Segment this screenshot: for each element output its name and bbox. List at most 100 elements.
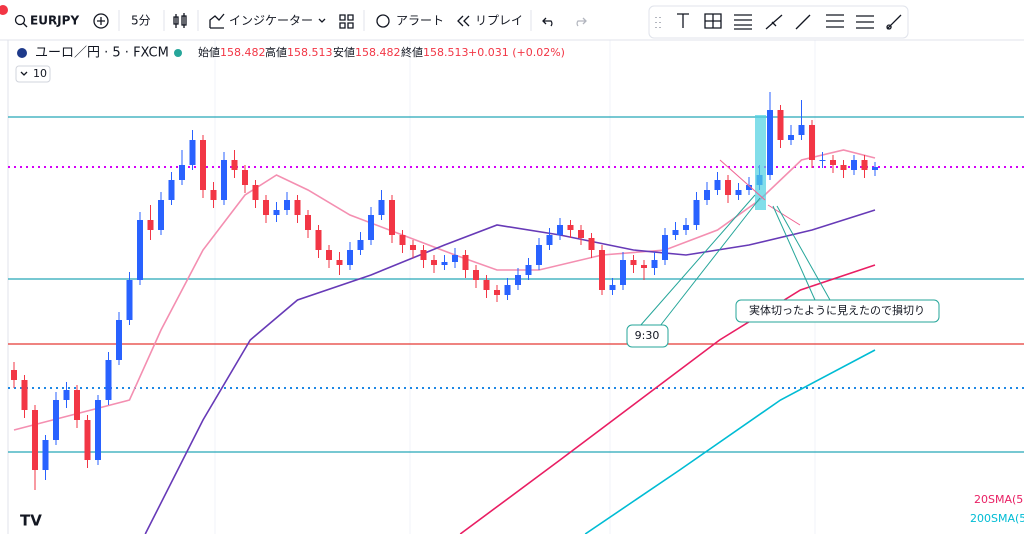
candle-body: [452, 255, 458, 262]
symbol-logo: [17, 48, 27, 58]
candle-body: [830, 160, 836, 165]
candle-body: [567, 225, 574, 230]
add-symbol[interactable]: [93, 13, 109, 29]
levels-tool[interactable]: [856, 15, 874, 29]
redo[interactable]: [576, 17, 587, 27]
candle-body: [252, 185, 259, 200]
candle-body: [651, 260, 658, 268]
candle-body: [861, 160, 868, 170]
candle-body: [347, 250, 353, 265]
chevron: [20, 71, 28, 76]
highlight: [755, 115, 766, 210]
undo[interactable]: [542, 17, 553, 27]
text-tool[interactable]: [677, 13, 689, 28]
candle-body: [368, 215, 374, 240]
indicator-toggle[interactable]: [15, 65, 51, 83]
open-value: 158.482: [220, 46, 266, 59]
candle-body: [725, 180, 731, 195]
fib-tool[interactable]: [734, 14, 752, 30]
candle-body: [95, 400, 101, 460]
plot: [8, 92, 1024, 534]
candle-body: [410, 245, 416, 250]
low-value: 158.482: [355, 46, 401, 59]
symbol-button[interactable]: EURJPY: [30, 14, 79, 28]
close-value: 158.513: [423, 46, 469, 59]
layout-icon[interactable]: [339, 14, 354, 29]
candle-body: [221, 160, 227, 200]
candle-body: [557, 225, 563, 235]
candle-body: [462, 255, 469, 270]
chart-type[interactable]: [173, 13, 187, 28]
candle-body: [683, 225, 689, 230]
candle-body: [840, 165, 847, 170]
indicator-icon[interactable]: [209, 13, 225, 29]
candle-body: [42, 440, 49, 470]
annotation: 9:30: [635, 329, 660, 342]
candle-body: [305, 215, 311, 230]
interval-button[interactable]: 5分: [131, 14, 151, 28]
tv-logo: TV: [20, 512, 42, 530]
callout-pointer: [772, 205, 831, 301]
indicator-count: 10: [33, 67, 47, 80]
candle-body: [21, 380, 28, 410]
candle-body: [378, 200, 385, 215]
change: +0.031 (+0.02%): [468, 46, 565, 59]
candle-body: [798, 125, 805, 135]
channel-tool[interactable]: [826, 14, 844, 28]
candle-body: [431, 260, 437, 265]
candle-body: [126, 280, 133, 320]
candle-body: [788, 135, 794, 140]
candle-body: [609, 285, 616, 290]
indicators-button[interactable]: インジケーター: [229, 14, 313, 28]
candle-body: [704, 190, 710, 200]
candle-body: [53, 400, 59, 440]
grid-tool[interactable]: [704, 13, 722, 29]
candle-body: [116, 320, 122, 360]
replay-icon[interactable]: [457, 15, 470, 27]
candle-body: [735, 190, 742, 195]
candle-body: [525, 265, 532, 275]
ruler-tool[interactable]: [765, 14, 783, 30]
candle-body: [473, 270, 479, 280]
candle-body: [326, 250, 332, 260]
candle-body: [189, 140, 196, 165]
high-label: 高値: [265, 45, 287, 59]
search-icon[interactable]: [14, 14, 26, 26]
candle-body: [767, 110, 773, 175]
replay-button[interactable]: リプレイ: [475, 14, 523, 28]
candle-body: [536, 245, 542, 265]
trend-line-tool[interactable]: [795, 14, 811, 30]
candle-body: [662, 235, 668, 260]
high-value: 158.513: [287, 46, 333, 59]
candle-body: [693, 200, 700, 225]
candle-body: [641, 265, 647, 268]
symbol-name: ユーロ／円 · 5 · FXCM: [35, 46, 169, 61]
callout-box: [735, 299, 940, 323]
callout-box: [626, 324, 669, 348]
candle-body: [504, 285, 511, 295]
ma-label: 20SMA(5: [974, 493, 1023, 506]
candle-body: [11, 370, 17, 380]
candle-body: [588, 238, 595, 250]
drag-handle[interactable]: [655, 17, 661, 28]
candle-body: [819, 160, 826, 161]
alert-icon[interactable]: [376, 14, 390, 28]
close-label: 終値: [401, 45, 423, 59]
candle-body: [284, 200, 290, 210]
add-symbol-icon: [97, 17, 105, 25]
candle-body: [851, 160, 857, 170]
candle-body: [578, 230, 584, 238]
candle-body: [200, 140, 206, 190]
market-status: [174, 49, 182, 57]
alert-button[interactable]: アラート: [396, 14, 444, 28]
path-tool[interactable]: [886, 14, 902, 30]
candle-body: [630, 260, 637, 265]
candle-body: [158, 200, 164, 230]
search-icon: [22, 22, 28, 28]
candle-body: [179, 165, 185, 180]
candle-body: [357, 240, 364, 250]
candle-body: [515, 275, 521, 285]
candle-body: [441, 262, 448, 265]
open-label: 始値: [198, 45, 220, 59]
